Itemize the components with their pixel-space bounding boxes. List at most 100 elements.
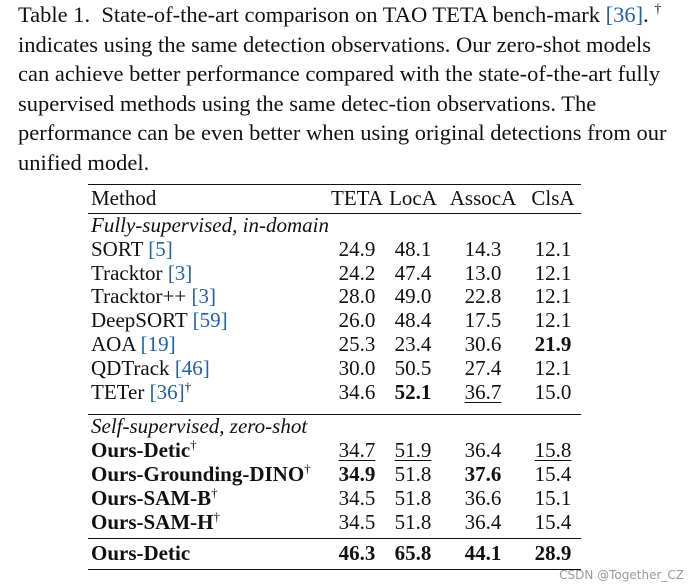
final-value-cell: 46.3 xyxy=(329,538,385,571)
value-cell: 12.1 xyxy=(525,308,581,333)
value-cell: 28.0 xyxy=(329,284,385,309)
value-cell: 34.5 xyxy=(329,485,385,511)
method-cell: Ours-Detic† xyxy=(88,437,329,463)
value-clsa: 21.9 xyxy=(534,331,572,356)
caption-text-2: indicates using the same detection obser… xyxy=(18,31,667,175)
method-citation[interactable]: [59] xyxy=(192,308,228,333)
value-loca: 51.8 xyxy=(394,509,432,534)
header-teta: TETA xyxy=(329,184,385,214)
header-method: Method xyxy=(88,184,329,214)
value-loca: 51.9 xyxy=(394,438,432,463)
table-row: TETer [36]† 34.6 52.1 36.7 15.0 xyxy=(88,379,581,405)
value-assoca: 36.7 xyxy=(464,379,502,404)
table-row: AOA [19] 25.3 23.4 30.6 21.9 xyxy=(88,331,581,357)
value-assoca: 17.5 xyxy=(464,308,502,333)
method-citation[interactable]: [19] xyxy=(140,331,176,356)
value-loca: 48.1 xyxy=(394,236,432,261)
value-clsa: 12.1 xyxy=(534,355,572,380)
value-clsa: 12.1 xyxy=(534,284,572,309)
dagger-mark: † xyxy=(190,437,197,453)
table-header-row: Method TETA LocA AssocA ClsA xyxy=(88,184,581,214)
value-cell: 30.6 xyxy=(441,331,525,357)
value-assoca: 13.0 xyxy=(464,260,502,285)
method-name: Ours-SAM-B xyxy=(91,485,212,510)
method-citation[interactable]: [3] xyxy=(191,284,217,309)
method-cell: Tracktor [3] xyxy=(88,260,329,286)
dagger-mark: † xyxy=(211,484,218,500)
method-cell: Ours-Grounding-DINO† xyxy=(88,462,329,487)
value-loca: 51.8 xyxy=(394,461,432,486)
table-row: Ours-Detic† 34.7 51.9 36.4 15.8 xyxy=(88,437,581,463)
value-cell: 15.0 xyxy=(525,379,581,405)
value-cell: 34.7 xyxy=(329,438,385,463)
value-cell: 49.0 xyxy=(385,284,441,309)
value-cell: 12.1 xyxy=(525,261,581,286)
final-value-loca: 65.8 xyxy=(394,541,432,566)
value-teta: 30.0 xyxy=(338,355,376,380)
section-title-row: Fully-supervised, in-domain xyxy=(88,213,581,238)
table-row: Ours-Grounding-DINO† 34.9 51.8 37.6 15.4 xyxy=(88,461,581,487)
final-value-cell: 28.9 xyxy=(525,538,581,571)
value-cell: 13.0 xyxy=(441,260,525,286)
value-teta: 34.5 xyxy=(338,509,376,534)
value-cell: 37.6 xyxy=(441,461,525,487)
value-cell: 36.4 xyxy=(441,438,525,463)
method-name: Ours-Detic xyxy=(91,438,191,463)
value-assoca: 14.3 xyxy=(464,236,502,261)
value-assoca: 30.6 xyxy=(464,331,502,356)
value-teta: 34.5 xyxy=(338,485,376,510)
method-name: SORT xyxy=(91,236,144,261)
method-citation[interactable]: [46] xyxy=(174,355,210,380)
value-clsa: 12.1 xyxy=(534,236,572,261)
value-cell: 34.6 xyxy=(329,380,385,405)
value-cell: 15.8 xyxy=(525,438,581,463)
header-assoca: AssocA xyxy=(441,184,525,214)
method-cell: TETer [36]† xyxy=(88,379,329,405)
value-assoca: 36.4 xyxy=(464,438,502,463)
value-assoca: 37.6 xyxy=(464,461,502,486)
caption-dagger: † xyxy=(654,2,662,17)
value-cell: 27.4 xyxy=(441,356,525,381)
value-teta: 28.0 xyxy=(338,284,376,309)
value-cell: 51.8 xyxy=(385,485,441,511)
method-name: Tracktor++ xyxy=(91,284,187,309)
table-row: Tracktor [3] 24.2 47.4 13.0 12.1 xyxy=(88,260,581,286)
value-teta: 34.9 xyxy=(338,461,376,486)
final-value-cell: 65.8 xyxy=(385,538,441,571)
value-cell: 51.9 xyxy=(385,438,441,463)
method-name: DeepSORT xyxy=(91,308,188,333)
value-cell: 36.6 xyxy=(441,486,525,511)
value-cell: 51.8 xyxy=(385,461,441,487)
table-row: Ours-SAM-B† 34.5 51.8 36.6 15.1 xyxy=(88,484,581,511)
section-title-row: Self-supervised, zero-shot xyxy=(88,414,581,440)
caption-citation[interactable]: [36] xyxy=(605,2,644,27)
final-method-cell: Ours-Detic xyxy=(88,538,329,571)
watermark: CSDN @Together_CZ xyxy=(559,568,684,582)
method-name: TETer xyxy=(91,379,145,404)
method-name: AOA xyxy=(91,331,136,356)
value-cell: 48.1 xyxy=(385,236,441,262)
method-cell: Ours-SAM-B† xyxy=(88,484,329,511)
value-cell: 14.3 xyxy=(441,236,525,262)
method-citation[interactable]: [36] xyxy=(149,379,185,404)
table-body: Fully-supervised, in-domain SORT [5] 24.9 4… xyxy=(88,213,581,571)
value-cell: 15.1 xyxy=(525,485,581,511)
table-row: QDTrack [46] 30.0 50.5 27.4 12.1 xyxy=(88,355,581,381)
caption-text-1: State-of-the-art comparison on TAO TETA … xyxy=(101,2,600,27)
section-title: Self-supervised, zero-shot xyxy=(88,414,581,440)
value-cell: 23.4 xyxy=(385,331,441,357)
final-method-name: Ours-Detic xyxy=(91,541,191,566)
value-loca: 23.4 xyxy=(394,331,432,356)
final-row: Ours-Detic 46.3 65.8 44.1 28.9 xyxy=(88,538,581,571)
method-cell: Tracktor++ [3] xyxy=(88,284,329,309)
method-citation[interactable]: [3] xyxy=(167,260,193,285)
value-clsa: 15.0 xyxy=(534,379,572,404)
value-loca: 51.8 xyxy=(394,485,432,510)
value-cell: 30.0 xyxy=(329,355,385,381)
method-citation[interactable]: [5] xyxy=(148,236,173,261)
value-cell: 12.1 xyxy=(525,355,581,381)
value-cell: 36.7 xyxy=(441,379,525,405)
value-clsa: 15.1 xyxy=(534,485,572,510)
value-assoca: 22.8 xyxy=(464,284,502,309)
caption-label: Table 1. xyxy=(18,2,91,27)
